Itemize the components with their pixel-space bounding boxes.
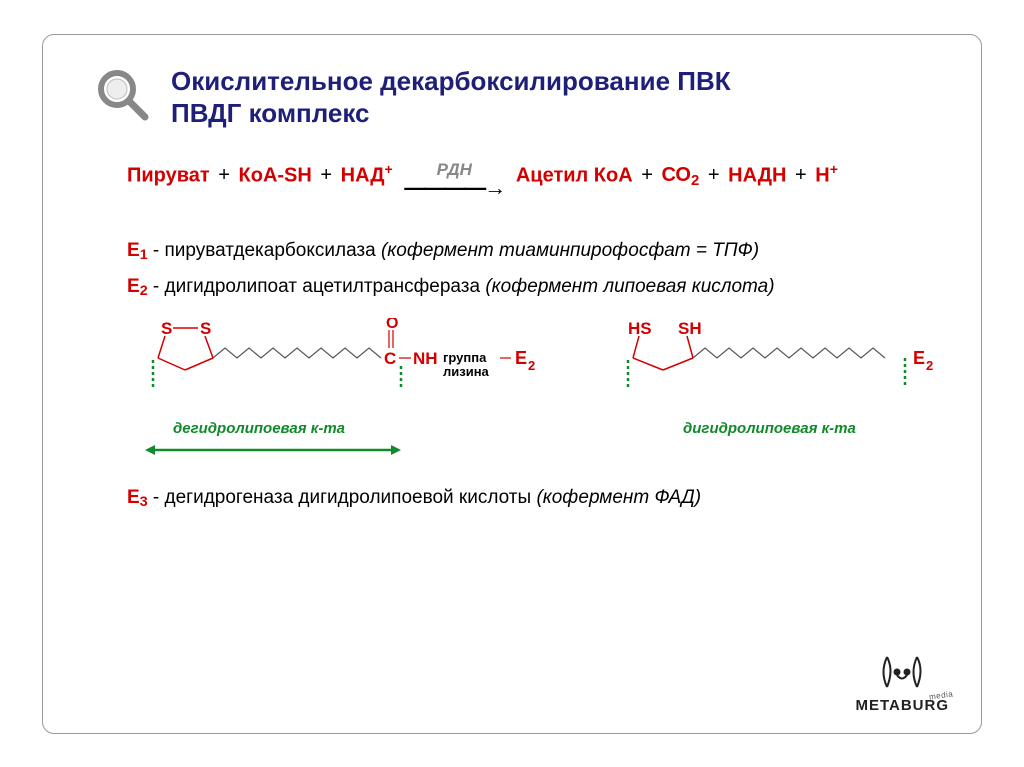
left-caption: дегидролипоевая к-та — [173, 420, 563, 437]
left-e2-sub: 2 — [528, 358, 535, 373]
e1-name: пируватдекарбоксилаза — [165, 240, 376, 261]
reactant-1: Пируват — [127, 164, 210, 186]
e2-label: E2 — [127, 276, 148, 297]
co2-sub: 2 — [691, 172, 699, 189]
magnifier-icon — [93, 65, 153, 125]
title-line1: Окислительное декарбоксилирование ПВК — [171, 66, 731, 96]
o-atom: O — [386, 318, 398, 332]
plus-5: + — [792, 164, 810, 186]
right-e2-sub: 2 — [926, 358, 933, 373]
plus-2: + — [317, 164, 335, 186]
h-plus: + — [830, 161, 838, 177]
span-arrow-left — [143, 441, 403, 459]
plus-1: + — [215, 164, 233, 186]
hs-atom: HS — [628, 319, 652, 338]
nad-plus: + — [385, 161, 393, 177]
reactant-3: НАД — [341, 164, 385, 186]
nh-group: NH — [413, 349, 438, 368]
e1-coferm: (кофермент тиаминпирофосфат = ТПФ) — [381, 240, 759, 261]
e2-name: дигидролипоат ацетилтрансфераза — [165, 276, 481, 297]
left-structure: S S C O NH группа лизина — [143, 318, 563, 459]
reaction-arrow: РДН ————→ — [404, 158, 504, 194]
lysine-label-2: лизина — [443, 364, 490, 379]
header-row: Окислительное декарбоксилирование ПВК ПВ… — [93, 65, 931, 130]
product-1: Ацетил КоА — [516, 164, 633, 186]
slide-container: Окислительное декарбоксилирование ПВК ПВ… — [42, 34, 982, 734]
right-e2-label: E — [913, 348, 925, 368]
arrow-line: ————→ — [404, 181, 504, 194]
product-3: НАДН — [728, 164, 786, 186]
enzyme-e2: E2 - дигидролипоат ацетилтрансфераза (ко… — [127, 276, 931, 298]
e3-coferm: (кофермент ФАД) — [536, 487, 701, 508]
structure-diagrams: S S C O NH группа лизина — [143, 318, 931, 459]
s-atom-2: S — [200, 319, 211, 338]
product-2: СО2 — [661, 164, 699, 186]
enzyme-e3: E3 - дегидрогеназа дигидролипоевой кисло… — [127, 487, 931, 509]
title-line2: ПВДГ комплекс — [171, 98, 370, 128]
e2-coferm: (кофермент липоевая кислота) — [485, 276, 774, 297]
sh-atom: SH — [678, 319, 702, 338]
c-atom: C — [384, 349, 396, 368]
reaction-equation: Пируват + КоА-SH + НАД+ РДН ————→ Ацетил… — [127, 158, 931, 194]
lysine-label-1: группа — [443, 350, 487, 365]
right-structure: HS SH E 2 дигидролипоевая к-та — [623, 318, 943, 437]
slide-title: Окислительное декарбоксилирование ПВК ПВ… — [171, 65, 731, 130]
left-e2-label: E — [515, 348, 527, 368]
product-4: Н — [815, 164, 829, 186]
s-atom-1: S — [161, 319, 172, 338]
e1-label: E1 — [127, 240, 148, 261]
plus-4: + — [705, 164, 723, 186]
enzyme-e1: E1 - пируватдекарбоксилаза (кофермент ти… — [127, 240, 931, 262]
right-caption: дигидролипоевая к-та — [683, 420, 943, 437]
logo-icon — [872, 652, 932, 692]
logo: METABURG media — [855, 652, 949, 715]
reactant-2: КоА-SH — [239, 164, 312, 186]
e3-label: E3 — [127, 487, 148, 508]
e3-name: дегидрогеназа дигидролипоевой кислоты — [165, 487, 532, 508]
plus-3: + — [638, 164, 656, 186]
